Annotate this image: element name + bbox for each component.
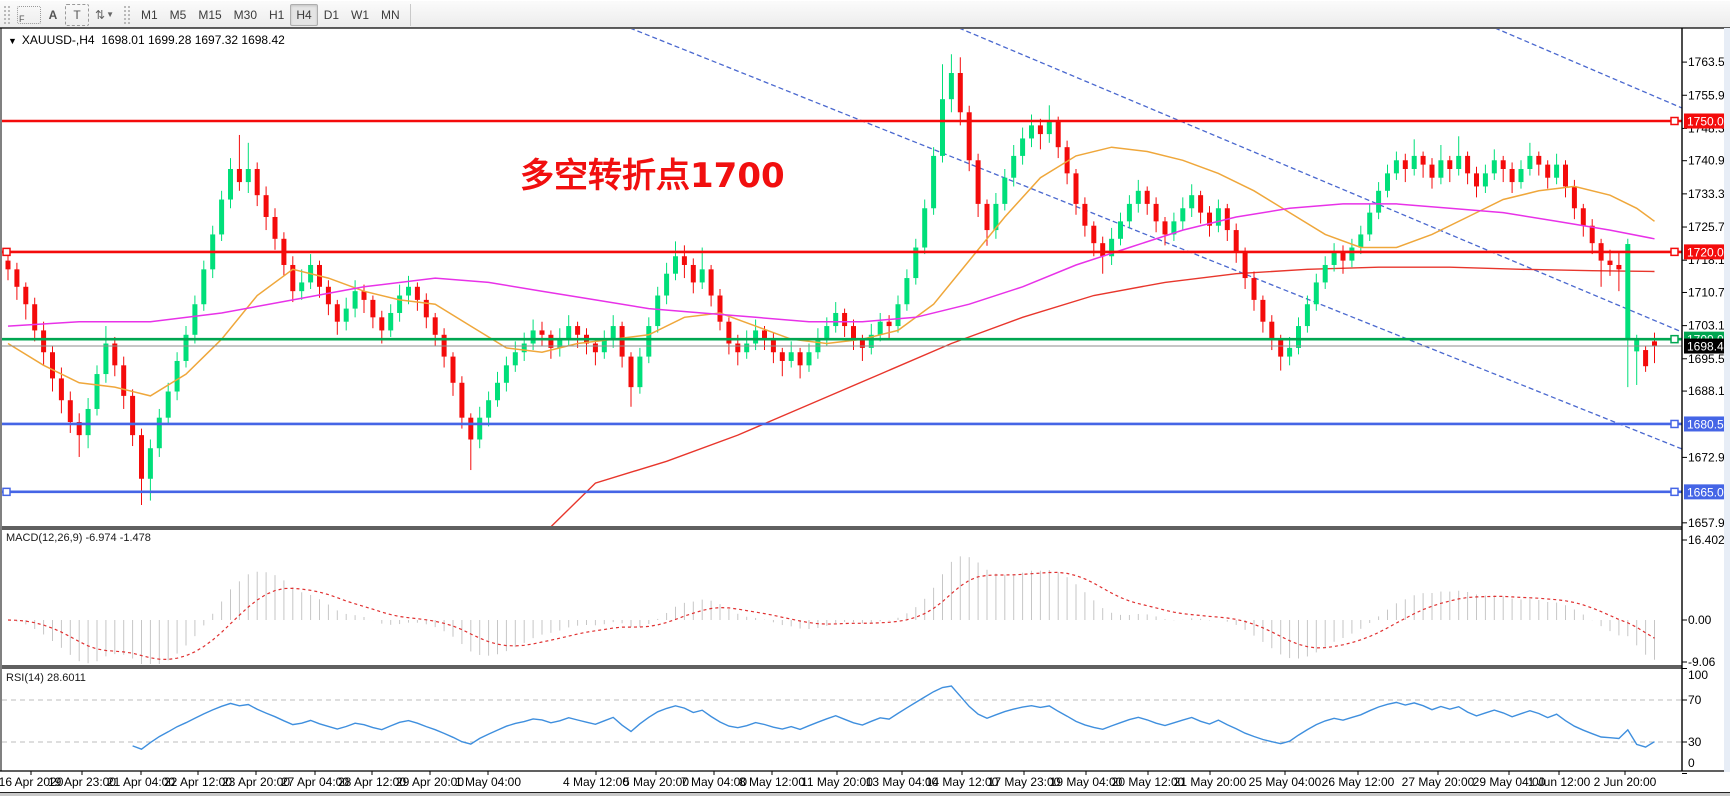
svg-text:5 May 20:00: 5 May 20:00 [623,775,689,789]
svg-text:29 Apr 20:00: 29 Apr 20:00 [396,775,464,789]
svg-text:1698.42: 1698.42 [1687,340,1730,354]
svg-text:1755.90: 1755.90 [1688,88,1730,102]
timeframe-button-w1[interactable]: W1 [351,7,370,22]
svg-text:20 May 12:00: 20 May 12:00 [1112,775,1185,789]
svg-text:1672.90: 1672.90 [1688,450,1730,464]
timeframe-button-h1[interactable]: H1 [269,7,285,22]
chart-annotation-text[interactable]: 多空转折点1700 [520,156,785,196]
symbol-label: XAUUSD-,H4 [21,33,95,47]
collapse-triangle-icon[interactable]: ▼ [8,36,17,46]
rsi-panel [2,685,1682,750]
timeframe-button-d1[interactable]: D1 [323,7,340,22]
svg-text:1 May 04:00: 1 May 04:00 [455,775,521,789]
svg-text:17 May 23:00: 17 May 23:00 [988,775,1061,789]
text-label-tool-icon[interactable]: A [48,7,58,22]
rsi-axis: 100 70 30 0 [1682,668,1708,774]
toolbar-separator [409,3,411,26]
svg-text:16 Apr 2020: 16 Apr 2020 [0,775,64,789]
svg-text:27 May 20:00: 27 May 20:00 [1402,775,1475,789]
svg-text:1740.90: 1740.90 [1688,154,1730,168]
panel-borders [0,27,1730,772]
svg-text:70: 70 [1688,693,1702,707]
svg-text:1725.70: 1725.70 [1688,220,1730,234]
svg-text:30: 30 [1688,735,1702,749]
svg-text:11 May 20:00: 11 May 20:00 [801,775,873,789]
price-axis: 1763.501755.901748.301740.901733.301725.… [1682,55,1730,530]
trendlines-layer [630,29,1682,450]
svg-text:26 May 12:00: 26 May 12:00 [1322,775,1395,789]
macd-axis: 16.402 0.00 -9.06 [1682,533,1725,669]
svg-text:7 May 04:00: 7 May 04:00 [681,775,747,789]
svg-text:1 Jun 12:00: 1 Jun 12:00 [1528,775,1591,789]
svg-text:1720.00: 1720.00 [1687,245,1730,259]
toolbar: F A T ⇅ ▼ M1 M5 M15 M30 H1 H4 D1 W1 MN [0,0,1730,28]
svg-text:19 May 04:00: 19 May 04:00 [1050,775,1123,789]
svg-text:0: 0 [1688,756,1695,770]
svg-text:29 May 04:00: 29 May 04:00 [1473,775,1546,789]
svg-text:1680.56: 1680.56 [1687,417,1730,431]
timeframe-button-mn[interactable]: MN [381,7,400,22]
horizontal-lines-layer [2,116,1682,497]
svg-text:8 May 12:00: 8 May 12:00 [739,775,805,789]
svg-text:21 Apr 04:00: 21 Apr 04:00 [107,775,175,789]
frame-tool-icon[interactable]: F [17,5,41,24]
svg-text:2 Jun 20:00: 2 Jun 20:00 [1594,775,1657,789]
svg-text:1733.30: 1733.30 [1688,187,1730,201]
svg-text:27 Apr 04:00: 27 Apr 04:00 [281,775,349,789]
svg-text:1665.00: 1665.00 [1687,485,1730,499]
svg-text:1750.00: 1750.00 [1687,115,1730,129]
svg-text:4 May 12:00: 4 May 12:00 [563,775,629,789]
toolbar-grip[interactable] [3,4,12,25]
svg-text:1763.50: 1763.50 [1688,55,1730,69]
svg-text:1657.90: 1657.90 [1688,516,1730,530]
svg-text:1688.10: 1688.10 [1688,384,1730,398]
macd-indicator-label: MACD(12,26,9) -6.974 -1.478 [6,532,151,544]
svg-text:23 Apr 20:00: 23 Apr 20:00 [222,775,290,789]
svg-text:22 Apr 12:00: 22 Apr 12:00 [164,775,232,789]
svg-text:1703.10: 1703.10 [1688,319,1730,333]
macd-panel [7,556,1655,664]
timeframe-button-m30[interactable]: M30 [233,7,258,22]
timeframe-button-m1[interactable]: M1 [140,7,158,22]
ohlc-values: 1698.01 1699.28 1697.32 1698.42 [101,33,285,47]
main-panel [2,29,1682,526]
svg-text:28 Apr 12:00: 28 Apr 12:00 [338,775,406,789]
svg-text:16.402: 16.402 [1688,533,1725,547]
svg-text:1710.70: 1710.70 [1688,285,1730,299]
timeframe-button-m15[interactable]: M15 [198,7,222,22]
timeframe-button-h4[interactable]: H4 [290,3,318,26]
chevron-down-icon[interactable]: ▼ [106,10,114,19]
svg-text:13 May 04:00: 13 May 04:00 [866,775,939,789]
svg-text:100: 100 [1688,668,1708,682]
timeframe-button-m5[interactable]: M5 [169,7,187,22]
svg-text:19 Apr 23:00: 19 Apr 23:00 [48,775,116,789]
text-box-tool-icon[interactable]: T [65,3,89,26]
arrows-tool-icon[interactable]: ⇅ ▼ [95,7,114,22]
svg-text:1695.50: 1695.50 [1688,352,1730,366]
svg-text:0.00: 0.00 [1688,613,1712,627]
window-bottom-edge [0,792,1730,796]
timeframe-buttons: M1 M5 M15 M30 H1 H4 D1 W1 MN [135,3,406,26]
svg-text:-9.06: -9.06 [1688,655,1716,669]
svg-text:14 May 12:00: 14 May 12:00 [926,775,999,789]
svg-text:21 May 20:00: 21 May 20:00 [1174,775,1247,789]
chart-symbol-title[interactable]: ▼ XAUUSD-,H4 1698.01 1699.28 1697.32 1698… [8,33,285,47]
window-right-edge [1724,28,1730,772]
rsi-indicator-label: RSI(14) 28.6011 [6,672,86,684]
toolbar-grip-2[interactable] [122,4,132,25]
svg-text:25 May 04:00: 25 May 04:00 [1249,775,1322,789]
